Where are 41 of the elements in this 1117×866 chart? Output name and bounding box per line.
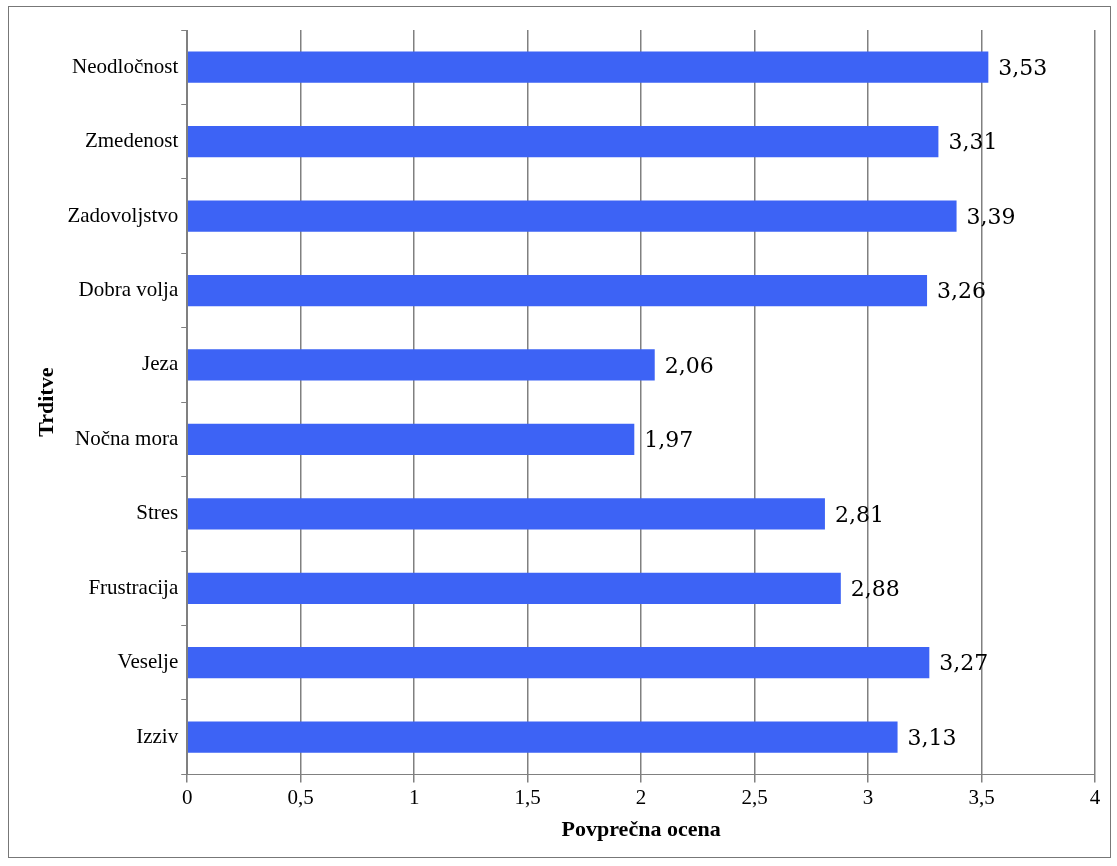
x-tick-label: 0	[181, 784, 193, 809]
bar	[187, 126, 939, 158]
bar	[187, 721, 898, 753]
bar	[187, 200, 957, 232]
x-tick-label: 2	[635, 784, 647, 809]
y-tick-label: Dobra volja	[78, 277, 179, 302]
data-label: 2,81	[834, 501, 884, 527]
x-tick-label: 1,5	[514, 784, 541, 809]
y-axis-title: Trditve	[32, 367, 58, 437]
bar	[187, 274, 928, 307]
y-tick-label: Zadovoljstvo	[67, 202, 179, 227]
bar	[187, 647, 930, 679]
x-tick-label: 0,5	[287, 784, 314, 809]
bar	[187, 423, 635, 456]
data-label: 3,39	[966, 203, 1016, 229]
y-tick-label: Neodločnost	[72, 53, 179, 78]
bar	[187, 572, 841, 604]
bar	[187, 498, 825, 530]
y-tick-label: Zmedenost	[84, 128, 179, 153]
x-tick-label: 3	[862, 784, 874, 809]
x-axis-title: Povprečna ocena	[561, 816, 721, 842]
y-tick-label: Nočna mora	[75, 425, 179, 450]
data-label: 2,06	[664, 352, 714, 378]
data-label: 3,31	[948, 129, 998, 155]
data-label: 3,53	[998, 54, 1048, 80]
bar	[187, 51, 989, 83]
x-tick-label: 3,5	[968, 784, 995, 809]
x-tick-label: 2,5	[741, 784, 768, 809]
y-tick-label: Jeza	[142, 351, 179, 376]
x-tick-label: 1	[408, 784, 420, 809]
data-label: 1,97	[644, 427, 694, 453]
y-tick-label: Frustracija	[88, 574, 179, 599]
data-label: 3,27	[939, 650, 989, 676]
data-label: 2,88	[850, 576, 900, 602]
y-tick-label: Veselje	[117, 649, 179, 674]
bar	[187, 349, 655, 381]
y-tick-label: Izziv	[136, 723, 179, 748]
y-tick-label: Stres	[136, 500, 179, 525]
data-label: 3,26	[937, 278, 987, 304]
data-label: 3,13	[907, 724, 957, 750]
x-tick-label: 4	[1089, 784, 1101, 809]
